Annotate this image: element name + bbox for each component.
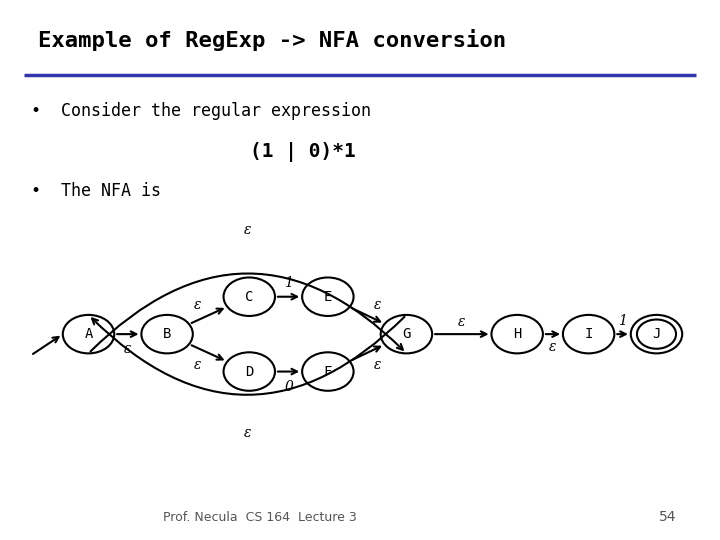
Text: E: E (324, 290, 332, 303)
Text: G: G (402, 327, 410, 341)
Text: ε: ε (549, 341, 557, 354)
Text: ε: ε (124, 342, 132, 356)
Text: ε: ε (194, 298, 201, 312)
Text: ε: ε (374, 298, 382, 312)
Text: Prof. Necula  CS 164  Lecture 3: Prof. Necula CS 164 Lecture 3 (163, 511, 357, 524)
Text: ε: ε (244, 426, 251, 440)
Text: ε: ε (194, 357, 201, 372)
Text: ε: ε (244, 223, 251, 237)
Text: 54: 54 (659, 510, 676, 524)
Text: •  Consider the regular expression: • Consider the regular expression (32, 102, 372, 120)
Text: 0: 0 (284, 380, 293, 394)
Text: ε: ε (374, 357, 382, 372)
Text: 1: 1 (284, 276, 293, 290)
Text: ε: ε (458, 315, 466, 329)
Text: (1 | 0)*1: (1 | 0)*1 (250, 141, 356, 162)
Text: C: C (245, 290, 253, 303)
Text: A: A (84, 327, 93, 341)
Text: Example of RegExp -> NFA conversion: Example of RegExp -> NFA conversion (38, 30, 507, 51)
Text: F: F (324, 364, 332, 379)
Text: •  The NFA is: • The NFA is (32, 182, 161, 200)
Text: 1: 1 (618, 314, 627, 328)
Text: I: I (585, 327, 593, 341)
Text: D: D (245, 364, 253, 379)
Text: J: J (652, 327, 661, 341)
Text: B: B (163, 327, 171, 341)
Text: H: H (513, 327, 521, 341)
